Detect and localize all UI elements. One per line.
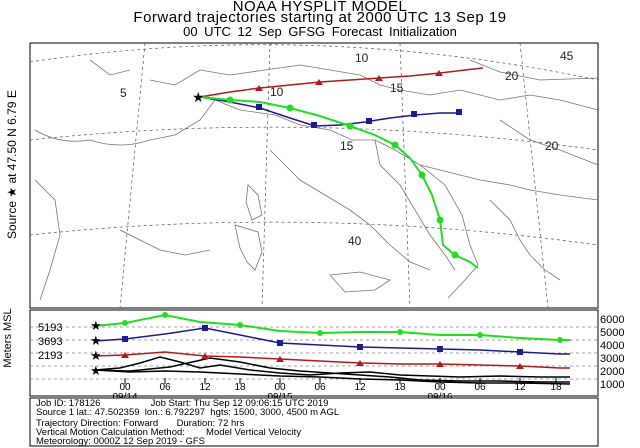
low-trajectory-markers: [255, 70, 443, 91]
height-tick: 3000: [600, 353, 624, 365]
terrain-profile-1: [94, 356, 570, 378]
hour-label: 06: [314, 382, 326, 393]
grid-label: 15: [390, 81, 404, 95]
model-title: NOAA HYSPLIT MODEL: [232, 0, 408, 15]
hour-label: 06: [474, 382, 486, 393]
svg-text:★: ★: [90, 318, 102, 333]
hour-label: 06: [159, 382, 171, 393]
height-gridlines: [30, 326, 598, 380]
meteorology-line: Meteorology: 0000Z 12 Sep 2019 - GFS: [36, 436, 205, 447]
source-info-line: Source 1 lat.: 47.502359 lon.: 6.792297 …: [36, 407, 340, 418]
hour-label: 18: [550, 382, 562, 393]
terrain-profile-2: [94, 357, 570, 383]
height-tick: 6000: [600, 314, 624, 326]
latlon-grid: [29, 42, 599, 309]
start-level-label: 2193: [38, 350, 63, 362]
grid-label: 40: [348, 234, 362, 248]
job-info-line: Job ID: 178126 Job Start: Thu Sep 12 09:…: [36, 398, 329, 409]
svg-text:★: ★: [90, 333, 102, 348]
grid-label: 5: [120, 86, 127, 100]
vertical-profile-panel: 6000 5000 4000 3000 2000 1000 ★★★★: [29, 309, 624, 403]
low-profile-markers: [121, 352, 524, 369]
trajectory-title: Forward trajectories starting at 2000 UT…: [133, 9, 507, 26]
height-axis-label: Meters MSL: [2, 308, 14, 368]
grid-label: 20: [545, 139, 559, 153]
hour-label: 00: [434, 382, 446, 393]
time-ticks: [124, 378, 557, 384]
mid-profile-markers: [122, 325, 523, 355]
mid-height-profile: [94, 327, 570, 355]
height-tick: 1000: [600, 379, 624, 391]
high-profile-markers: [122, 312, 563, 343]
source-star-icon: ★: [192, 89, 205, 105]
high-trajectory-markers: [226, 96, 459, 259]
forecast-initialization: 00 UTC 12 Sep GFSG Forecast Initializati…: [183, 24, 457, 39]
height-tick: 5000: [600, 327, 624, 339]
coastlines: [34, 59, 599, 301]
hour-label: 00: [274, 382, 286, 393]
svg-text:★: ★: [90, 348, 102, 363]
hour-label: 12: [199, 382, 211, 393]
map-panel: 5 10 15 20 15 10 20 45 40 ★: [29, 42, 599, 309]
height-tick: 2000: [600, 366, 624, 378]
grid-label: 10: [270, 85, 284, 99]
grid-label: 20: [505, 69, 519, 83]
low-trajectory-path: [199, 67, 484, 98]
high-trajectory-path: [199, 96, 479, 269]
metadata-box: [29, 397, 599, 447]
start-height-stars: ★★★★: [90, 318, 102, 378]
hour-label: 12: [514, 382, 526, 393]
height-tick-labels: 6000 5000 4000 3000 2000 1000: [600, 314, 624, 391]
vertical-method-line: Vertical Motion Calculation Method: Mode…: [36, 427, 302, 438]
mid-trajectory-path: [199, 96, 460, 127]
hour-label: 18: [394, 382, 406, 393]
grid-label: 15: [340, 139, 354, 153]
hour-label: 12: [354, 382, 366, 393]
grid-label: 10: [355, 51, 369, 65]
grid-label: 45: [560, 49, 574, 63]
low-height-profile: [94, 351, 570, 369]
hour-labels: 00 06 12 18 00 06 12 18 00 06 12 18: [119, 382, 562, 393]
start-level-label: 5193: [38, 322, 63, 334]
mid-trajectory-markers: [256, 104, 462, 128]
height-tick: 4000: [600, 340, 624, 352]
high-height-profile: [94, 313, 570, 341]
direction-info-line: Trajectory Direction: Forward Duration: …: [36, 418, 245, 429]
start-level-label: 3693: [38, 336, 63, 348]
hour-label: 00: [119, 382, 131, 393]
grid-labels: 5 10 15 20 15 10 20 45 40: [120, 49, 574, 248]
hour-label: 18: [234, 382, 246, 393]
svg-text:★: ★: [90, 363, 102, 378]
